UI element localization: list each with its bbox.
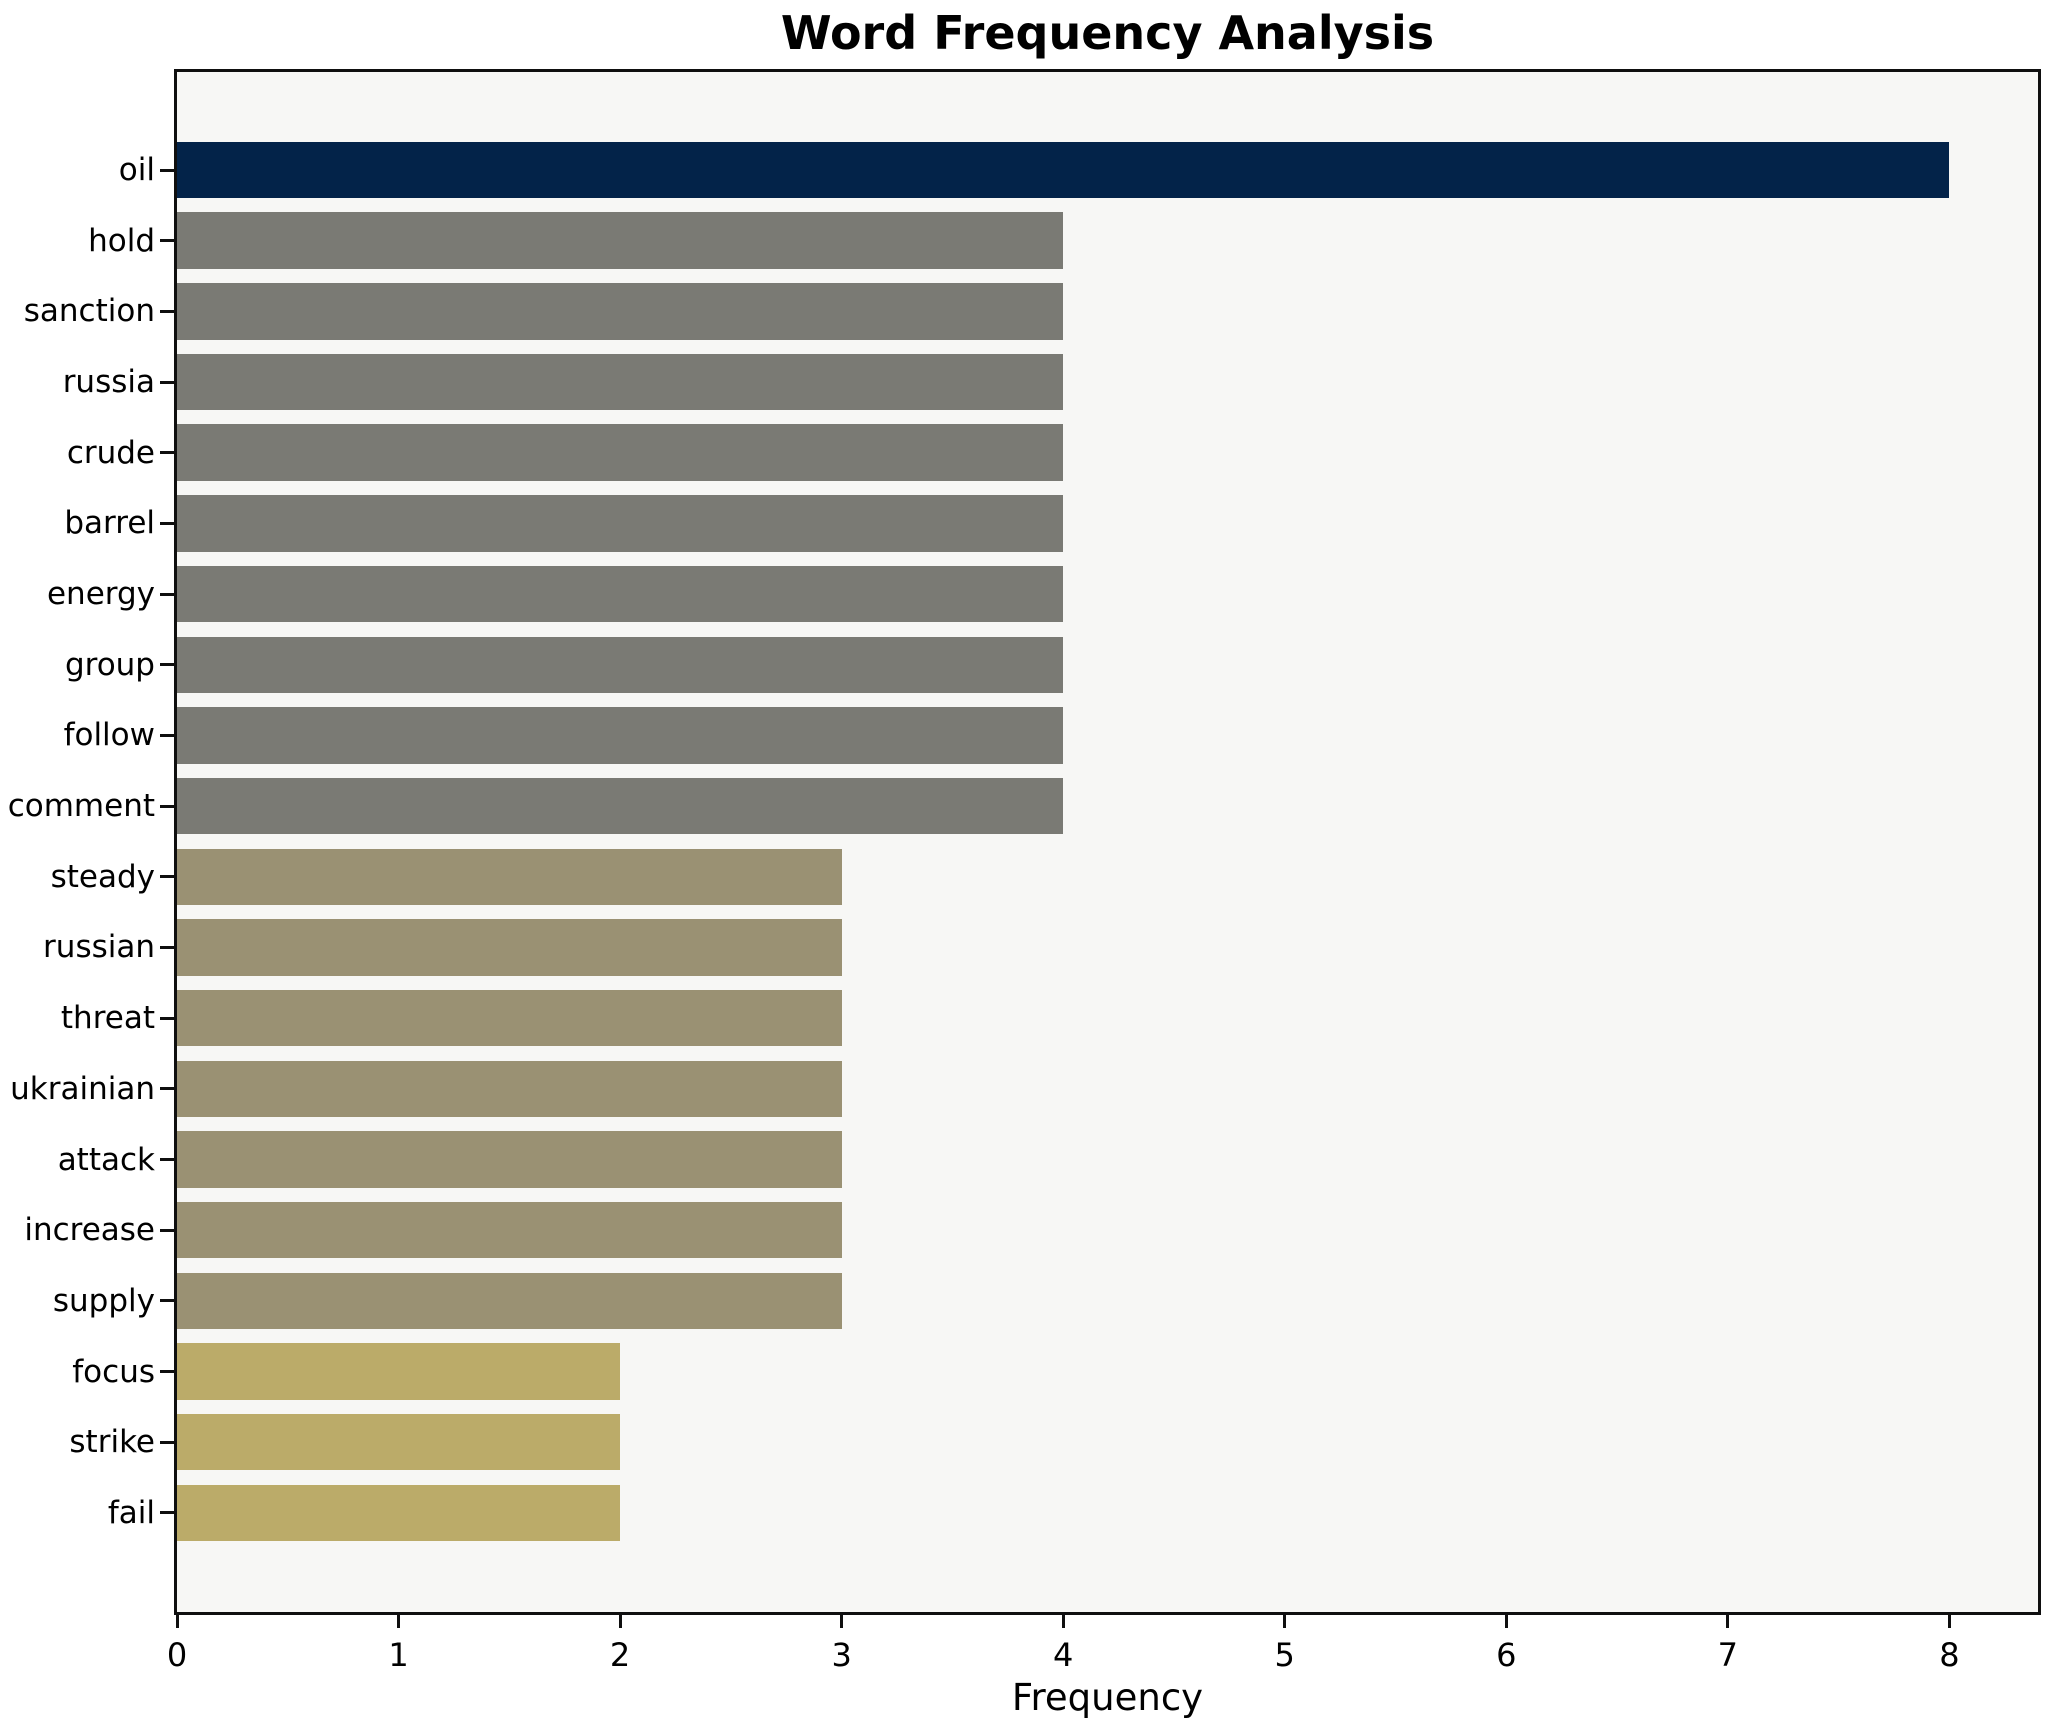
x-tick-mark: [175, 1615, 179, 1628]
bar-follow: [177, 707, 1064, 764]
bar-energy: [177, 565, 1064, 623]
y-tick-label-russian: russian: [43, 929, 155, 966]
y-tick-label-fail: fail: [107, 1494, 155, 1531]
y-tick-mark: [160, 239, 174, 243]
bar-russia: [177, 353, 1064, 411]
bar-comment: [177, 777, 1064, 835]
bar-steady: [177, 848, 842, 906]
x-tick-label-5: 5: [1274, 1636, 1295, 1674]
y-tick-label-attack: attack: [57, 1141, 155, 1178]
y-tick-mark: [160, 168, 174, 172]
x-tick-label-0: 0: [166, 1636, 188, 1674]
bar-focus: [177, 1343, 621, 1400]
y-tick-mark: [160, 663, 174, 667]
y-tick-mark: [160, 521, 174, 525]
bar-strike: [177, 1413, 621, 1471]
x-axis-label: Frequency: [1011, 1676, 1204, 1719]
y-tick-label-follow: follow: [63, 717, 155, 754]
y-tick-mark: [160, 309, 174, 313]
y-tick-mark: [160, 945, 174, 949]
x-tick-mark: [618, 1615, 622, 1628]
x-tick-mark: [840, 1615, 844, 1628]
bar-sanction: [177, 283, 1064, 340]
y-tick-mark: [160, 1299, 174, 1303]
bar-barrel: [177, 495, 1064, 552]
bar-attack: [177, 1131, 842, 1188]
y-tick-label-focus: focus: [72, 1353, 155, 1390]
y-tick-label-hold: hold: [88, 222, 155, 259]
y-tick-mark: [160, 1158, 174, 1162]
y-tick-mark: [160, 1087, 174, 1091]
bar-hold: [177, 212, 1064, 269]
x-tick-label-2: 2: [609, 1636, 631, 1674]
y-tick-label-supply: supply: [52, 1282, 155, 1319]
x-tick-mark: [1061, 1615, 1065, 1628]
y-tick-label-crude: crude: [66, 434, 155, 471]
bars-container: [177, 72, 2038, 1612]
bar-russian: [177, 919, 842, 976]
y-tick-mark: [160, 1370, 174, 1374]
y-tick-label-barrel: barrel: [64, 505, 155, 542]
y-tick-mark: [160, 875, 174, 879]
chart-title: Word Frequency Analysis: [780, 6, 1435, 60]
x-tick-label-3: 3: [831, 1636, 852, 1674]
x-tick-mark: [1504, 1615, 1508, 1628]
x-tick-mark: [1283, 1615, 1287, 1628]
y-tick-label-oil: oil: [118, 152, 155, 188]
bar-oil: [177, 141, 1950, 199]
bar-crude: [177, 424, 1064, 481]
y-tick-label-sanction: sanction: [23, 293, 155, 330]
bar-increase: [177, 1201, 842, 1259]
y-tick-label-threat: threat: [60, 1000, 155, 1037]
y-tick-mark: [160, 1228, 174, 1232]
y-tick-label-comment: comment: [7, 788, 155, 825]
y-tick-mark: [160, 1440, 174, 1444]
bar-threat: [177, 989, 842, 1047]
y-tick-label-increase: increase: [24, 1212, 155, 1249]
y-tick-mark: [160, 592, 174, 596]
x-tick-label-8: 8: [1939, 1636, 1960, 1674]
plot-area: [174, 69, 2041, 1615]
y-tick-label-ukrainian: ukrainian: [10, 1070, 155, 1107]
y-tick-mark: [160, 733, 174, 737]
x-tick-mark: [397, 1615, 401, 1628]
y-tick-mark: [160, 1016, 174, 1020]
y-tick-mark: [160, 1511, 174, 1515]
bar-supply: [177, 1272, 842, 1330]
x-tick-label-6: 6: [1496, 1636, 1517, 1674]
x-tick-mark: [1726, 1615, 1730, 1628]
y-tick-mark: [160, 380, 174, 384]
y-tick-label-steady: steady: [50, 858, 155, 895]
y-tick-label-russia: russia: [62, 364, 155, 401]
x-tick-label-1: 1: [388, 1636, 409, 1674]
bar-ukrainian: [177, 1060, 842, 1118]
y-tick-label-group: group: [64, 646, 155, 683]
x-tick-label-7: 7: [1717, 1636, 1738, 1674]
x-tick-mark: [1947, 1615, 1951, 1628]
y-tick-mark: [160, 451, 174, 455]
bar-fail: [177, 1484, 621, 1542]
y-tick-label-energy: energy: [46, 576, 155, 613]
y-tick-label-strike: strike: [69, 1424, 155, 1461]
y-tick-mark: [160, 804, 174, 808]
bar-group: [177, 636, 1064, 693]
x-tick-label-4: 4: [1053, 1636, 1074, 1674]
